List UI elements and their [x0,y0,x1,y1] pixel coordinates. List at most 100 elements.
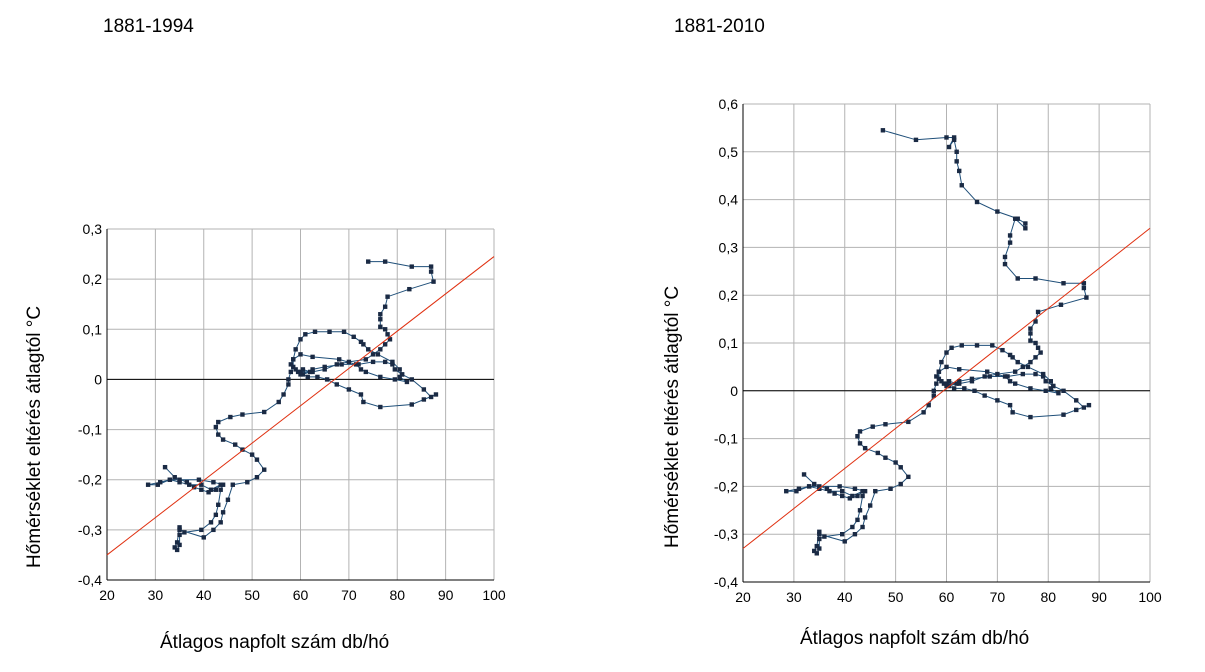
data-point-right [847,496,853,501]
data-point-right [1002,254,1008,260]
data-point-left [382,359,388,365]
data-point-right [898,465,903,470]
data-point-right [883,455,888,460]
y-tick-label-right: -0,1 [714,431,738,447]
data-point-left [201,535,206,540]
data-point-right [1061,281,1066,286]
x-tick-label-left: 100 [482,587,506,603]
data-point-right [1012,381,1018,386]
data-point-left [220,482,226,487]
data-point-left [208,487,214,492]
data-point-left [155,482,160,487]
x-tick-label-right: 40 [837,589,853,605]
data-point-left [356,362,361,367]
data-point-right [957,168,962,174]
data-point-right [954,149,959,154]
series-line-right [786,129,1090,555]
data-point-right [1033,340,1038,346]
data-point-right [946,379,952,384]
data-point-right [862,515,868,520]
data-point-left [404,379,410,385]
data-point-right [982,374,987,379]
data-point-left [378,317,383,322]
data-point-right [855,517,860,523]
data-point-right [1002,374,1008,379]
data-point-right [1002,261,1008,267]
y-tick-label-right: 0,1 [719,335,739,351]
data-point-left [199,482,204,487]
data-point-right [1081,285,1087,291]
x-axis-label-right: Átlagos napfolt szám db/hó [800,628,1030,649]
y-axis-label-right: Hőmérséklet eltérés átlagtól °C [662,285,683,548]
data-point-left [254,457,260,462]
data-point-right [969,376,975,382]
data-point-left [334,362,339,367]
data-point-left [300,367,306,372]
data-point-right [951,386,957,391]
data-point-left [363,357,369,362]
data-point-left [245,480,250,485]
data-point-right [888,486,893,491]
data-point-right [1012,369,1018,374]
data-point-right [1048,386,1053,391]
data-point-left [327,329,332,334]
x-tick-label-right: 90 [1091,589,1107,605]
data-point-right [822,534,827,539]
data-point-left [361,342,366,347]
data-point-right [1020,364,1026,370]
data-point-right [873,488,878,494]
data-point-right [995,398,1000,403]
data-point-right [985,369,990,374]
data-point-right [906,474,911,480]
data-point-left [339,362,344,367]
data-point-right [949,345,954,350]
y-tick-label-left: 0,3 [83,221,103,237]
data-point-left [337,357,342,362]
data-point-right [880,128,886,133]
data-point-left [240,412,245,417]
data-point-right [1025,364,1031,370]
y-tick-label-right: -0,2 [714,478,738,494]
data-point-left [378,324,383,329]
data-point-left [392,377,398,382]
data-point-right [936,369,942,374]
data-point-right [1000,347,1005,353]
data-point-left [167,477,173,482]
data-point-right [860,524,865,530]
data-point-left [307,369,313,375]
data-point-left [397,367,402,372]
data-point-right [913,137,919,143]
data-point-right [814,543,819,549]
data-point-left [334,382,339,387]
data-point-left [286,377,291,382]
data-point-left [298,369,303,375]
data-point-right [995,371,1000,377]
y-tick-label-right: 0,5 [719,144,739,160]
data-point-right [944,381,949,386]
data-point-right [817,529,822,535]
data-point-left [249,452,255,457]
x-tick-label-left: 50 [244,587,260,603]
data-point-left [293,347,298,352]
data-point-right [814,551,819,556]
data-point-left [213,487,219,492]
data-point-right [1061,412,1066,417]
data-point-left [312,329,318,334]
data-point-right [1007,402,1013,408]
data-point-right [1005,374,1010,379]
data-point-right [1081,405,1087,410]
data-point-right [957,367,962,372]
data-point-left [385,332,390,337]
data-point-right [1010,410,1015,415]
data-point-left [230,482,235,487]
data-point-left [378,374,383,380]
x-tick-label-left: 70 [341,587,357,603]
data-point-left [390,362,395,367]
data-point-left [187,482,192,487]
data-point-left [281,392,286,397]
data-point-right [1028,359,1033,365]
data-point-right [837,484,842,489]
data-point-right [951,135,957,140]
data-point-right [1040,371,1046,377]
x-tick-label-left: 90 [438,587,454,603]
